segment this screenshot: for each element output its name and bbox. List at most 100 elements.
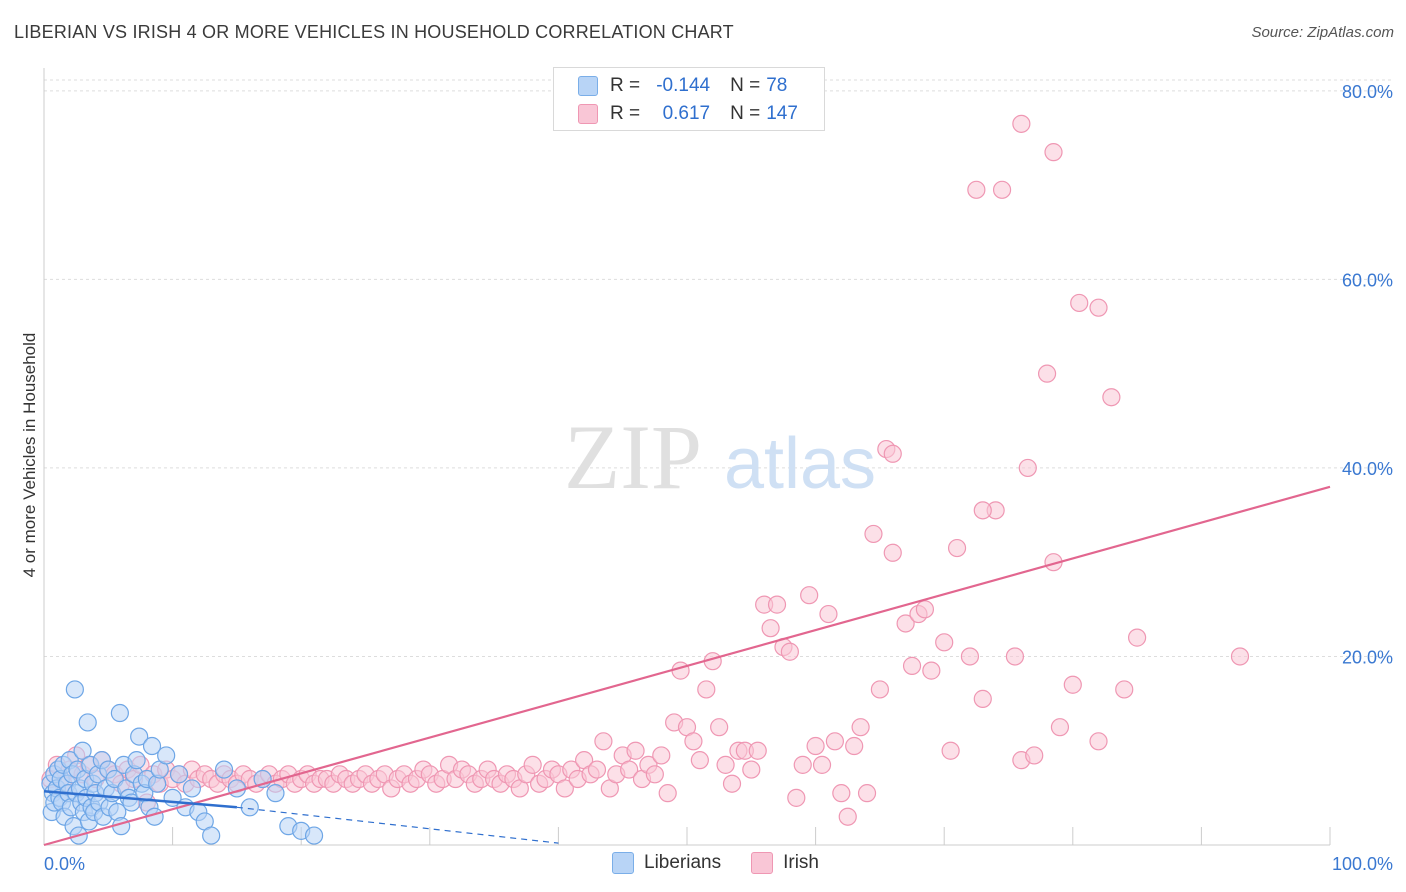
irish-point — [620, 760, 639, 779]
irish-point — [851, 718, 870, 737]
irish-point — [626, 741, 645, 760]
irish-point — [806, 736, 825, 756]
irish-point — [838, 807, 857, 826]
y-axis-title: 4 or more Vehicles in Household — [20, 332, 39, 578]
irish-point — [684, 732, 703, 751]
irish-point — [722, 774, 742, 793]
irish-point — [767, 595, 787, 614]
liberian-point — [169, 765, 189, 784]
irish-point — [1050, 718, 1070, 737]
irish-point — [864, 524, 883, 544]
legend-n-value: 147 — [766, 103, 798, 124]
watermark-zip: ZIP — [564, 406, 702, 508]
liberian-point — [157, 746, 176, 765]
irish-point — [832, 784, 851, 803]
irish-swatch — [751, 852, 774, 874]
liberians-swatch — [578, 76, 598, 96]
irish-point — [761, 619, 780, 638]
stats-legend: R = -0.144 N = 78 R = 0.617 N = 147 — [553, 67, 825, 131]
irish-point — [787, 788, 806, 807]
irish-point — [742, 760, 761, 779]
irish-point — [652, 746, 671, 765]
y-tick-label: 20.0% — [1342, 647, 1393, 667]
irish-point — [967, 180, 986, 199]
liberian-points — [41, 680, 324, 845]
irish-point — [1018, 458, 1037, 478]
irish-point — [555, 779, 574, 798]
irish-point — [819, 604, 838, 624]
liberian-trend-line — [43, 790, 238, 809]
irish-point — [973, 689, 992, 708]
irish-point — [658, 784, 677, 803]
liberian-point — [240, 798, 259, 817]
irish-point — [1127, 628, 1147, 647]
irish-point — [716, 755, 735, 774]
source-label: Source: ZipAtlas.com — [1251, 24, 1394, 41]
irish-point — [594, 732, 613, 751]
irish-point — [960, 647, 980, 666]
watermark-atlas: atlas — [724, 424, 876, 504]
irish-point — [1102, 388, 1121, 407]
legend-item-liberians[interactable]: Liberians — [612, 852, 721, 874]
irish-point — [523, 755, 542, 774]
legend-r-label: R = — [610, 103, 641, 124]
irish-point — [1063, 675, 1082, 694]
liberian-point — [130, 727, 149, 746]
irish-point — [780, 642, 799, 661]
liberians-swatch — [612, 852, 634, 874]
irish-point — [1037, 364, 1057, 383]
legend-label-irish: Irish — [783, 852, 820, 873]
liberian-point — [227, 779, 246, 798]
irish-point — [1089, 732, 1108, 751]
x-tick-label: 100.0% — [1332, 854, 1393, 874]
irish-point — [896, 614, 915, 633]
irish-point — [845, 736, 864, 756]
irish-point — [902, 656, 922, 675]
irish-point — [710, 718, 729, 737]
irish-point — [922, 661, 941, 680]
irish-point — [1025, 746, 1044, 765]
legend-r-label: R = — [610, 75, 641, 96]
irish-point — [935, 633, 954, 652]
irish-point — [1005, 647, 1025, 666]
irish-point — [1115, 680, 1134, 699]
tick-labels: 20.0% 40.0% 60.0% 80.0% 0.0% 100.0% — [44, 82, 1393, 874]
irish-point — [1230, 647, 1250, 666]
liberian-point — [73, 741, 92, 760]
irish-point — [1044, 143, 1063, 162]
legend-row-liberians: R = -0.144 N = 78 — [578, 74, 787, 98]
legend-r-value: 0.617 — [662, 103, 711, 124]
trend-lines — [43, 485, 1331, 847]
series-legend: Liberians Irish — [612, 852, 849, 874]
liberian-point — [266, 784, 285, 803]
grid-lines — [44, 79, 1392, 657]
chart-title: LIBERIAN VS IRISH 4 OR MORE VEHICLES IN … — [14, 22, 734, 42]
legend-row-irish: R = 0.617 N = 147 — [578, 102, 798, 126]
irish-point — [870, 680, 890, 699]
irish-point — [748, 741, 767, 760]
legend-item-irish[interactable]: Irish — [751, 852, 819, 874]
liberian-point — [202, 826, 221, 845]
irish-trend-line — [43, 485, 1331, 847]
irish-point — [941, 741, 960, 760]
irish-point — [857, 784, 877, 803]
liberian-point — [142, 736, 162, 756]
liberian-point — [110, 703, 129, 723]
legend-label-liberians: Liberians — [644, 852, 722, 873]
irish-point — [1089, 298, 1108, 317]
irish-point — [697, 680, 716, 699]
irish-point — [645, 765, 664, 784]
irish-point — [1070, 293, 1089, 313]
irish-point — [825, 732, 844, 751]
irish-swatch — [578, 104, 598, 124]
irish-point — [793, 755, 812, 774]
irish-point — [812, 755, 832, 774]
irish-point — [587, 760, 607, 779]
irish-point — [915, 600, 935, 619]
liberian-point — [182, 779, 201, 798]
y-tick-label: 80.0% — [1342, 82, 1393, 102]
legend-n-label: N = — [730, 103, 761, 124]
liberian-point — [65, 680, 84, 699]
irish-point — [690, 751, 709, 770]
